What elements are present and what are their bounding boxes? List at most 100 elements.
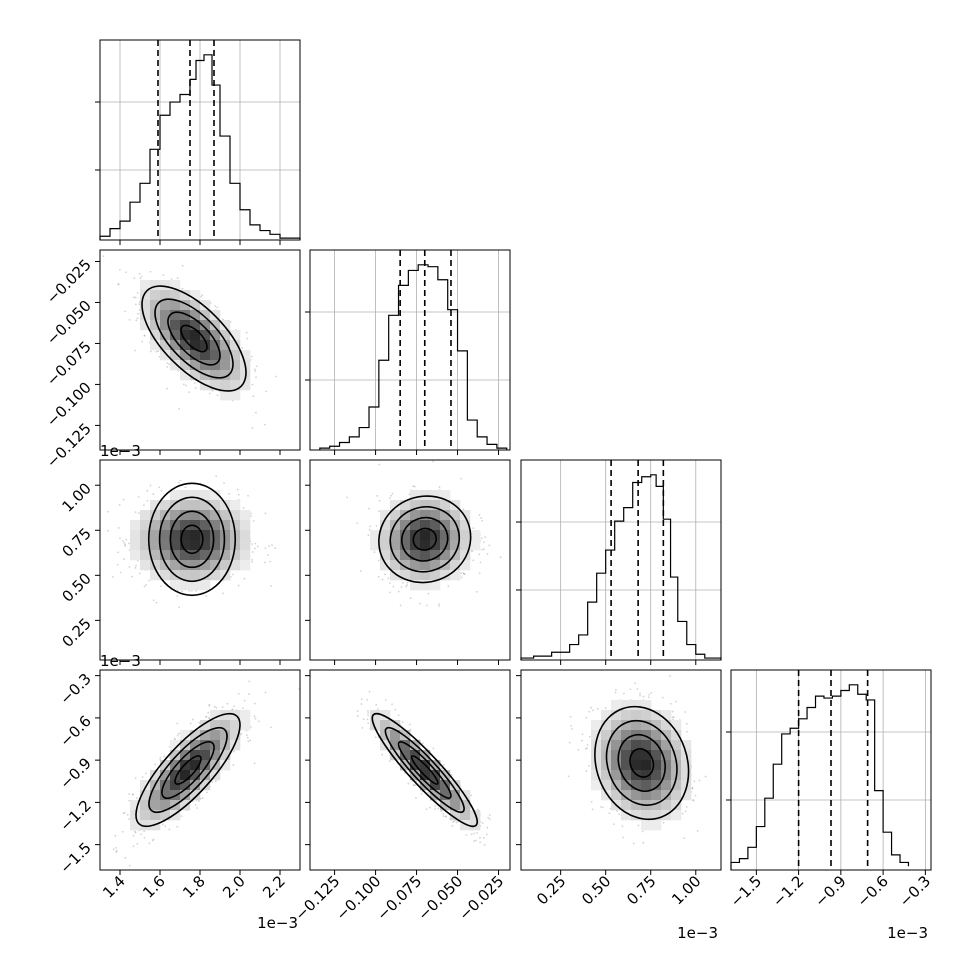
density-cell [410, 520, 421, 531]
density-cell [150, 280, 161, 291]
y-tick-label: 0.75 [58, 524, 94, 560]
density-cell [230, 370, 241, 381]
density-cell [150, 560, 161, 571]
sample-point [168, 363, 170, 366]
sample-point [412, 784, 415, 787]
sample-point [228, 492, 231, 495]
sample-point [123, 811, 126, 814]
sample-point [483, 843, 486, 846]
density-contour [135, 712, 241, 828]
density-cell [230, 390, 241, 401]
density-cell [200, 340, 211, 351]
density-cell [380, 710, 391, 721]
sample-point [440, 810, 443, 813]
density-cell [220, 710, 231, 721]
sample-point [179, 479, 182, 482]
sample-point [137, 512, 140, 515]
sample-point [254, 717, 257, 720]
density-cell [240, 550, 251, 561]
density-cell [240, 720, 251, 731]
sample-point [208, 703, 211, 706]
sample-point [117, 283, 120, 286]
density-cell [200, 770, 211, 781]
sample-point [246, 736, 249, 739]
density-cell [220, 340, 231, 351]
sample-point [147, 579, 150, 582]
density-cell [150, 510, 161, 521]
sample-point [367, 534, 370, 537]
sample-point [250, 355, 253, 358]
sample-point [381, 753, 384, 756]
density-cell [220, 370, 231, 381]
sample-point [265, 390, 268, 393]
sample-point [442, 812, 445, 815]
density-cell [210, 550, 221, 561]
sample-point [149, 270, 152, 273]
density-cell [220, 760, 231, 771]
density-cell [420, 560, 431, 571]
density-cell [230, 330, 241, 341]
density-cell [220, 750, 231, 761]
density-cell [140, 560, 151, 571]
density-cell [150, 500, 161, 511]
sample-point [478, 513, 481, 516]
sample-point [216, 394, 219, 397]
density-cell [160, 500, 171, 511]
sample-point [205, 594, 208, 597]
sample-point [408, 493, 411, 496]
sample-point [237, 584, 240, 587]
density-cell [160, 310, 171, 321]
sample-point [154, 763, 157, 766]
axes-frame [730, 669, 932, 871]
density-contour [378, 495, 472, 584]
density-cell [160, 770, 171, 781]
density-cell [440, 550, 451, 561]
sample-point [243, 699, 246, 702]
density-cell [170, 500, 181, 511]
density-cell [180, 780, 191, 791]
sample-point [264, 561, 266, 564]
density-cell [170, 740, 181, 751]
density-cell [420, 540, 431, 551]
density-cell [420, 570, 431, 581]
sample-point [233, 705, 235, 708]
density-cell [210, 720, 221, 731]
sample-point [394, 708, 397, 711]
sample-point [205, 791, 208, 794]
density-cell [240, 710, 251, 721]
density-cell [220, 550, 231, 561]
sample-point [481, 822, 484, 824]
y-tick-label: −0.9 [56, 754, 94, 792]
sample-point [472, 527, 475, 530]
density-cell [420, 510, 431, 521]
sample-point [413, 784, 415, 786]
sample-point [111, 576, 114, 578]
sample-point [470, 794, 473, 797]
density-cell [230, 520, 241, 531]
density-cell [210, 330, 221, 341]
y-tick-label: 1.00 [58, 479, 94, 515]
density-cell [140, 510, 151, 521]
y-tick-label: −0.050 [43, 297, 95, 349]
density-cell [180, 310, 191, 321]
sample-point [421, 742, 424, 745]
sample-point [181, 590, 183, 593]
density-cell [170, 580, 181, 591]
sample-point [143, 585, 146, 588]
density-cell [230, 720, 241, 731]
sample-point [195, 590, 197, 592]
density-cell [160, 320, 171, 331]
density-cell [400, 500, 411, 511]
sample-point [475, 590, 478, 593]
sample-point [275, 375, 277, 378]
axes-frame [309, 459, 511, 661]
sample-point [117, 551, 120, 554]
density-cell [460, 540, 471, 551]
density-cell [200, 330, 211, 341]
density-cell [180, 730, 191, 741]
density-cell [200, 350, 211, 361]
density-cell [200, 490, 211, 501]
sample-point [152, 493, 155, 496]
sample-point [176, 594, 179, 597]
sample-point [444, 815, 447, 818]
